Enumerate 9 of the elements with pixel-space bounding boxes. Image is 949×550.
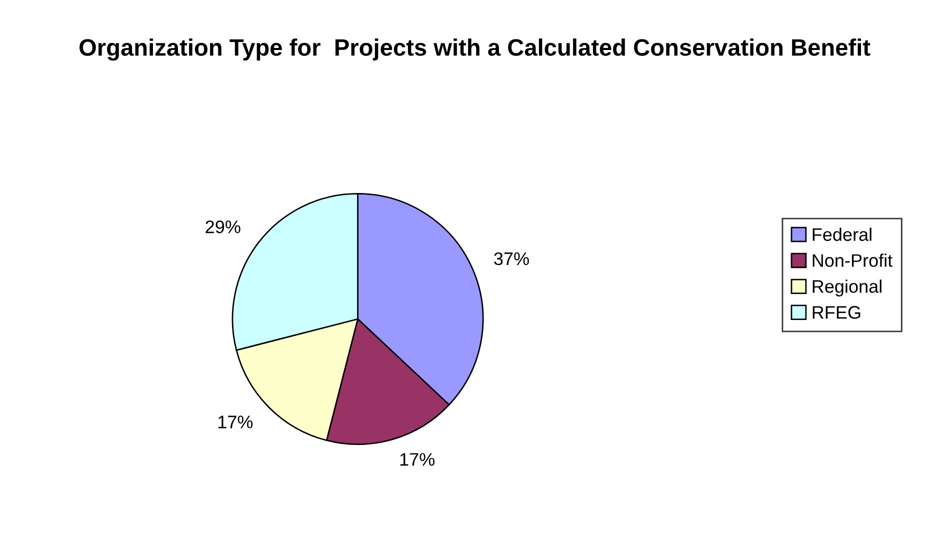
legend-label: Non-Profit	[812, 254, 892, 267]
legend-label: Federal	[812, 228, 872, 241]
data-label: 17%	[218, 416, 253, 428]
legend-label: RFEG	[812, 306, 860, 319]
chart-title: Organization Type for Projects with a Calculated Conservation Benefit	[80, 38, 870, 61]
data-label: 29%	[206, 220, 240, 234]
legend-label: Regional	[812, 280, 882, 296]
data-label: 17%	[400, 453, 435, 466]
data-label: 37%	[494, 252, 529, 266]
